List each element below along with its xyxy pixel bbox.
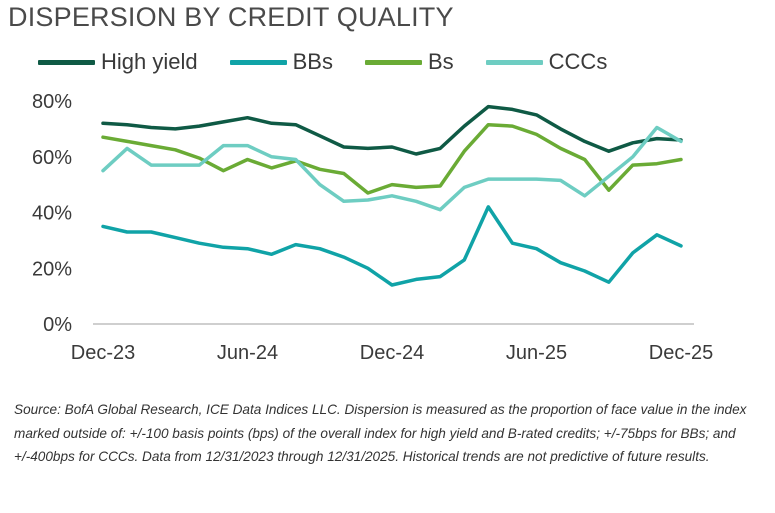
- series-line-bs: [101, 122, 683, 195]
- legend-item-cccs: CCCs: [485, 49, 608, 75]
- y-axis-tick-labels: 0% 20% 40% 60% 80%: [32, 91, 72, 336]
- legend-swatch-bbs: [229, 59, 287, 65]
- legend-swatch-cccs: [485, 59, 543, 65]
- legend-label-bs: Bs: [427, 49, 454, 74]
- y-tick-label: 20%: [32, 258, 72, 280]
- x-tick-label: Jun-24: [217, 342, 278, 364]
- y-tick-label: 60%: [32, 147, 72, 169]
- legend-item-bbs: BBs: [229, 49, 333, 75]
- legend-item-high-yield: High yield: [38, 49, 198, 75]
- series-line-high-yield: [101, 104, 683, 156]
- chart-legend: High yield BBs Bs CCCs: [38, 48, 607, 76]
- series-lines: [101, 104, 683, 287]
- y-tick-label: 80%: [32, 91, 72, 113]
- y-tick-label: 0%: [43, 314, 72, 336]
- source-note: Source: BofA Global Research, ICE Data I…: [14, 402, 747, 464]
- y-tick-label: 40%: [32, 203, 72, 225]
- x-axis-tick-labels: Dec-23 Jun-24 Dec-24 Jun-25 Dec-25: [71, 342, 713, 364]
- legend-label-bbs: BBs: [292, 49, 333, 74]
- x-tick-label: Jun-25: [506, 342, 567, 364]
- legend-swatch-bs: [364, 59, 422, 65]
- x-tick-label: Dec-24: [360, 342, 424, 364]
- line-chart: 0%20%40%60%80% Dec-23 Jun-24 Dec-24 Jun-25 D…: [32, 91, 713, 364]
- legend-item-bs: Bs: [364, 49, 454, 75]
- series-line-bbs: [101, 205, 683, 287]
- legend-label-high-yield: High yield: [101, 49, 198, 74]
- x-tick-label: Dec-25: [649, 342, 713, 364]
- chart-title: DISPERSION BY CREDIT QUALITY: [8, 2, 454, 32]
- legend-swatch-high-yield: [38, 59, 95, 65]
- series-line-cccs: [101, 125, 683, 212]
- x-tick-label: Dec-23: [71, 342, 135, 364]
- legend-label-cccs: CCCs: [548, 49, 608, 74]
